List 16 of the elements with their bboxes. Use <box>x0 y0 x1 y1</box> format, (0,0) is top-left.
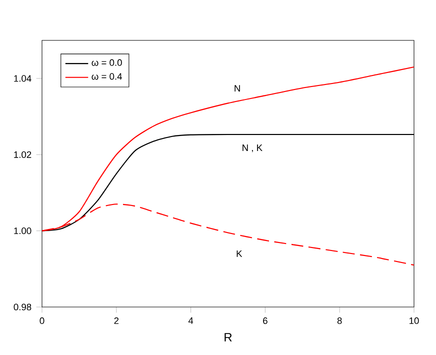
y-tick-label: 1.02 <box>14 151 32 158</box>
x-axis-title: R <box>224 333 232 342</box>
annotation: N , K <box>242 144 262 152</box>
y-tick-label: 1.00 <box>14 228 32 234</box>
x-tick-label: 2 <box>114 317 119 324</box>
x-tick-label: 8 <box>337 317 342 324</box>
x-tick-label: 6 <box>263 317 268 324</box>
annotation: K <box>236 250 242 257</box>
x-tick-label: 0 <box>40 317 44 324</box>
legend-label: ω = 0.4 <box>92 73 122 80</box>
y-tick-label: 1.04 <box>14 75 32 82</box>
x-tick-label: 10 <box>410 317 419 324</box>
legend-label: ω = 0.0 <box>92 59 122 66</box>
x-tick-label: 4 <box>188 317 194 324</box>
y-tick-label: 0.98 <box>14 304 32 310</box>
annotation: N <box>234 85 240 92</box>
